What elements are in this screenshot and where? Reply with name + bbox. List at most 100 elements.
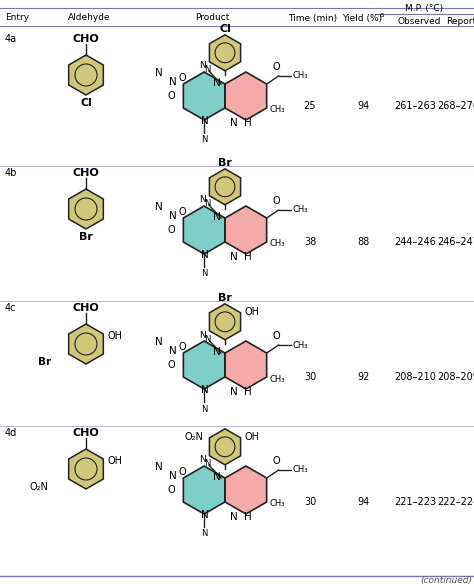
Text: 268–270: 268–270 — [437, 101, 474, 111]
Polygon shape — [69, 449, 103, 489]
Text: H: H — [244, 512, 252, 522]
Text: CH₃: CH₃ — [270, 106, 285, 114]
Text: O: O — [273, 331, 281, 341]
Text: 4d: 4d — [5, 428, 17, 438]
Text: N: N — [200, 196, 206, 204]
Text: O: O — [178, 467, 186, 477]
Text: Yield (%): Yield (%) — [342, 13, 382, 23]
Text: 38: 38 — [304, 237, 316, 247]
Text: O₂N: O₂N — [29, 482, 48, 492]
Text: Br: Br — [218, 293, 232, 303]
Polygon shape — [210, 429, 241, 465]
Text: 94: 94 — [358, 101, 370, 111]
Polygon shape — [183, 206, 225, 254]
Text: CH₃: CH₃ — [292, 465, 308, 474]
Text: N: N — [201, 405, 207, 413]
Text: N: N — [204, 460, 210, 468]
Text: 221–223: 221–223 — [394, 497, 436, 507]
Text: 4a: 4a — [5, 34, 17, 44]
Text: H: H — [244, 118, 252, 128]
Text: N: N — [170, 211, 177, 221]
Text: OH: OH — [108, 331, 123, 341]
Polygon shape — [210, 35, 241, 71]
Text: Cl: Cl — [219, 24, 231, 34]
Text: CHO: CHO — [73, 303, 100, 313]
Text: 261–263: 261–263 — [394, 101, 436, 111]
Polygon shape — [69, 189, 103, 229]
Text: OH: OH — [245, 432, 260, 442]
Text: CHO: CHO — [73, 168, 100, 178]
Text: 30: 30 — [304, 372, 316, 382]
Text: OH: OH — [245, 307, 260, 317]
Text: N: N — [201, 135, 207, 144]
Text: 94: 94 — [358, 497, 370, 507]
Text: Br: Br — [38, 357, 51, 367]
Polygon shape — [69, 324, 103, 364]
Text: N: N — [170, 346, 177, 356]
Text: N: N — [201, 250, 209, 260]
Text: N: N — [201, 269, 207, 279]
Text: N: N — [201, 385, 209, 395]
Text: N: N — [200, 456, 206, 464]
Text: O: O — [178, 342, 186, 352]
Text: Reported: Reported — [446, 16, 474, 26]
Text: 92: 92 — [358, 372, 370, 382]
Text: 4b: 4b — [5, 168, 18, 178]
Text: 4c: 4c — [5, 303, 17, 313]
Text: Time (min): Time (min) — [288, 13, 337, 23]
Text: O: O — [168, 225, 175, 235]
Polygon shape — [225, 206, 267, 254]
Text: a: a — [380, 12, 384, 18]
Polygon shape — [225, 72, 267, 120]
Polygon shape — [183, 341, 225, 389]
Text: O: O — [168, 91, 175, 101]
Text: N: N — [204, 335, 210, 343]
Text: 30: 30 — [304, 497, 316, 507]
Text: Br: Br — [218, 158, 232, 168]
Text: CH₃: CH₃ — [292, 340, 308, 349]
Text: N: N — [230, 118, 238, 128]
Text: Entry: Entry — [5, 13, 29, 23]
Text: N: N — [155, 68, 163, 78]
Polygon shape — [210, 304, 241, 340]
Text: N: N — [213, 347, 221, 357]
Text: OH: OH — [108, 456, 123, 466]
Text: 25: 25 — [304, 101, 316, 111]
Text: H: H — [244, 387, 252, 397]
Text: N: N — [230, 252, 238, 262]
Text: 208–209: 208–209 — [437, 372, 474, 382]
Text: H: H — [244, 252, 252, 262]
Text: N: N — [213, 212, 221, 222]
Text: Aldehyde: Aldehyde — [68, 13, 110, 23]
Polygon shape — [69, 55, 103, 95]
Polygon shape — [225, 341, 267, 389]
Text: O₂N: O₂N — [184, 432, 203, 442]
Text: CHO: CHO — [73, 428, 100, 438]
Text: 208–210: 208–210 — [394, 372, 436, 382]
Text: N: N — [213, 472, 221, 482]
Text: O: O — [273, 196, 281, 206]
Text: CH₃: CH₃ — [270, 499, 285, 509]
Text: O: O — [178, 207, 186, 217]
Text: CH₃: CH₃ — [292, 206, 308, 214]
Text: N: N — [170, 77, 177, 87]
Text: CH₃: CH₃ — [270, 239, 285, 249]
Polygon shape — [183, 72, 225, 120]
Polygon shape — [183, 466, 225, 514]
Text: N: N — [155, 462, 163, 472]
Text: 88: 88 — [358, 237, 370, 247]
Polygon shape — [210, 169, 241, 205]
Text: O: O — [168, 485, 175, 495]
Text: CH₃: CH₃ — [292, 71, 308, 81]
Text: O: O — [273, 62, 281, 72]
Text: 246–247: 246–247 — [437, 237, 474, 247]
Text: O: O — [273, 456, 281, 466]
Text: N: N — [204, 65, 210, 75]
Text: CH₃: CH₃ — [270, 374, 285, 384]
Text: N: N — [230, 387, 238, 397]
Text: Product: Product — [195, 13, 229, 23]
Text: N: N — [170, 471, 177, 481]
Text: N: N — [200, 331, 206, 339]
Polygon shape — [225, 466, 267, 514]
Text: O: O — [178, 73, 186, 83]
